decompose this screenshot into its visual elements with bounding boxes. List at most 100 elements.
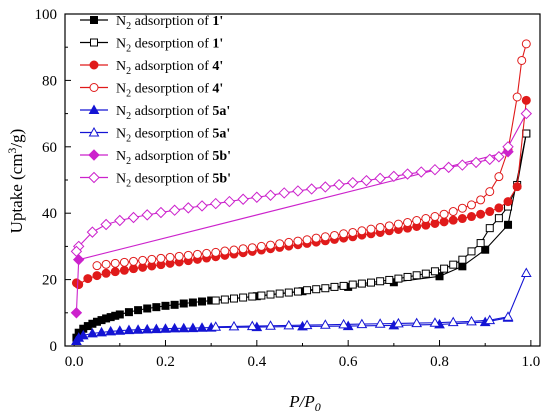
data-point xyxy=(403,272,412,281)
data-point xyxy=(384,221,394,231)
legend-marker xyxy=(90,16,98,24)
data-point xyxy=(143,304,152,313)
legend-item: N2 desorption of 5a' xyxy=(80,127,230,145)
data-point xyxy=(70,307,83,319)
data-point xyxy=(210,321,222,331)
x-tick-label: 0.6 xyxy=(339,354,358,370)
legend: N2 adsorption of 1' N2 desorption of 1' N2… xyxy=(80,14,231,190)
data-point xyxy=(105,325,117,336)
data-point xyxy=(86,226,99,238)
data-point xyxy=(147,254,157,264)
data-point xyxy=(275,289,284,298)
data-point xyxy=(70,245,83,258)
legend-item: N2 adsorption of 5a' xyxy=(80,104,230,122)
series-4 xyxy=(71,312,514,346)
data-point xyxy=(256,241,266,251)
legend-label: N2 desorption of 1' xyxy=(116,37,223,55)
data-point xyxy=(124,308,133,317)
data-point xyxy=(311,233,321,243)
data-point xyxy=(503,197,513,207)
data-point xyxy=(265,320,276,330)
data-point xyxy=(293,236,303,246)
data-point xyxy=(101,259,111,269)
data-point xyxy=(211,247,221,257)
legend-marker xyxy=(88,126,100,137)
data-point xyxy=(248,292,257,301)
x-tick-label: 0.0 xyxy=(65,354,84,370)
data-point xyxy=(367,278,376,287)
data-point xyxy=(160,323,171,333)
data-point xyxy=(449,260,458,269)
data-point xyxy=(485,187,495,197)
data-point xyxy=(421,269,430,278)
data-point xyxy=(178,322,190,333)
data-point xyxy=(183,250,193,260)
data-point xyxy=(348,227,358,237)
legend-marker xyxy=(88,104,100,114)
data-point xyxy=(330,282,339,291)
data-point xyxy=(457,203,467,213)
data-point xyxy=(439,217,449,227)
data-point xyxy=(237,193,249,205)
data-point xyxy=(266,240,276,250)
data-point xyxy=(467,247,476,256)
data-point xyxy=(466,212,476,222)
data-point xyxy=(481,245,490,254)
data-point xyxy=(502,311,514,321)
data-point xyxy=(239,293,248,302)
data-point xyxy=(339,229,349,239)
data-point xyxy=(187,322,199,333)
data-point xyxy=(152,303,161,312)
data-point xyxy=(92,261,102,271)
data-point xyxy=(110,258,120,268)
x-axis-title: P/P0 xyxy=(288,392,321,414)
data-point xyxy=(504,220,513,229)
data-point xyxy=(360,174,373,187)
data-point xyxy=(150,323,162,334)
data-point xyxy=(210,197,222,210)
data-point xyxy=(348,280,357,289)
series-5 xyxy=(210,267,532,331)
data-point xyxy=(312,285,321,294)
data-point xyxy=(228,320,240,331)
legend-item: N2 desorption of 4' xyxy=(80,82,223,100)
data-point xyxy=(320,232,330,242)
data-point xyxy=(196,322,208,332)
data-point xyxy=(521,39,531,49)
data-point xyxy=(375,222,385,232)
data-point xyxy=(439,209,449,219)
data-point xyxy=(305,183,318,195)
data-point xyxy=(192,249,202,259)
data-point xyxy=(376,277,385,286)
data-point xyxy=(484,153,496,166)
data-point xyxy=(247,243,257,253)
data-point xyxy=(100,218,112,231)
legend-label: N2 adsorption of 5b' xyxy=(116,149,231,167)
data-point xyxy=(114,214,126,227)
data-point xyxy=(134,306,143,315)
data-point xyxy=(494,214,503,223)
legend-label: N2 desorption of 4' xyxy=(116,82,223,100)
data-point xyxy=(229,294,238,303)
data-point xyxy=(517,55,527,65)
data-point xyxy=(329,230,339,240)
data-point xyxy=(127,211,140,224)
legend-item: N2 desorption of 1' xyxy=(80,37,223,55)
x-tick-label: 0.4 xyxy=(247,354,266,370)
data-point xyxy=(458,262,467,271)
data-point xyxy=(448,215,458,225)
data-point xyxy=(119,257,129,267)
data-point xyxy=(393,317,404,328)
data-point xyxy=(220,295,229,304)
x-axis: 0.0 0.2 0.4 0.6 0.8 1.0 xyxy=(65,340,540,370)
data-point xyxy=(319,181,332,193)
data-point xyxy=(457,214,467,224)
legend-item: N2 desorption of 5b' xyxy=(80,172,231,190)
data-point xyxy=(83,274,93,284)
data-point xyxy=(321,284,330,293)
data-point xyxy=(303,286,312,295)
data-point xyxy=(442,161,455,174)
data-point xyxy=(385,275,394,284)
x-tick-label: 0.2 xyxy=(156,354,175,370)
